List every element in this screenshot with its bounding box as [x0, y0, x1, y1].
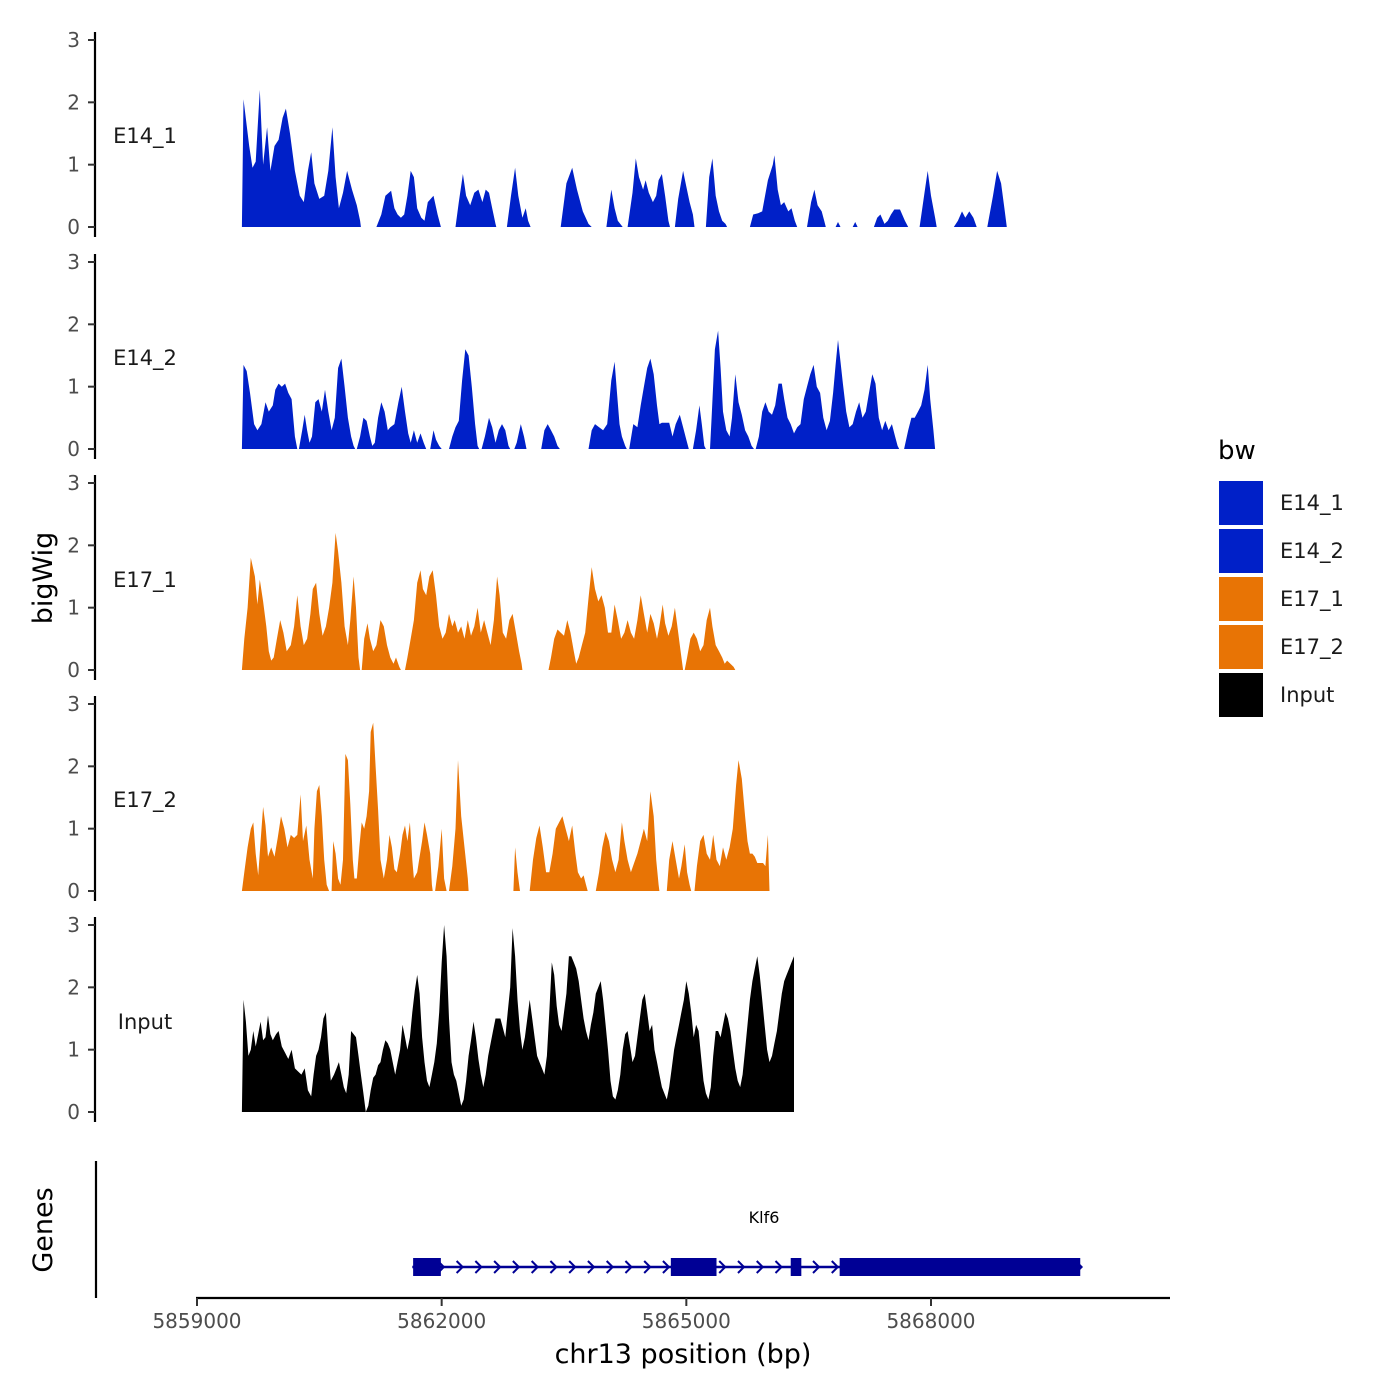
track-area-e14-2 — [241, 330, 936, 449]
track-label-e17-2: E17_2 — [113, 788, 177, 813]
genes-panel-title: Genes — [28, 1187, 59, 1272]
y-tick-label: 2 — [67, 312, 80, 336]
y-tick-label: 3 — [67, 692, 80, 716]
genes-panel: Genes Klf6 — [28, 1161, 1084, 1298]
x-tick-label: 5868000 — [886, 1309, 975, 1333]
gene-exon — [670, 1258, 717, 1276]
gene-exon — [790, 1258, 802, 1276]
y-tick-label: 3 — [67, 28, 80, 52]
legend-title: bw — [1218, 436, 1256, 466]
legend-item-e17-1: E17_1 — [1219, 577, 1344, 621]
track-e17-2-y-axis: 0 1 2 3 — [67, 692, 97, 903]
strand-arrow — [812, 1260, 821, 1274]
legend-label-e17-1: E17_1 — [1280, 587, 1344, 612]
legend: bw E14_1 E14_2 E17_1 E17_2 Input — [1218, 436, 1344, 717]
x-axis-ticks: 5859000 5862000 5865000 5868000 — [152, 1298, 976, 1333]
strand-arrow — [587, 1260, 596, 1274]
y-tick-label: 3 — [67, 913, 80, 937]
track-panel-e14-2: 0 1 2 3 E14_2 — [67, 250, 936, 461]
track-label-e14-1: E14_1 — [113, 124, 177, 149]
track-area-e14-1 — [241, 89, 1007, 228]
strand-arrow — [474, 1260, 483, 1274]
y-tick-label: 3 — [67, 471, 80, 495]
track-label-e17-1: E17_1 — [113, 568, 177, 593]
track-e17-1-y-axis: 0 1 2 3 — [67, 471, 97, 682]
strand-arrow — [774, 1260, 783, 1274]
gene-model — [412, 1258, 1084, 1276]
y-tick-label: 2 — [67, 754, 80, 778]
y-tick-label: 0 — [67, 437, 80, 461]
legend-item-e14-1: E14_1 — [1219, 481, 1344, 525]
strand-arrow — [493, 1260, 502, 1274]
legend-swatch-e17-2 — [1219, 625, 1263, 669]
x-tick-label: 5859000 — [152, 1309, 241, 1333]
strand-arrow — [831, 1260, 840, 1274]
y-tick-label: 3 — [67, 250, 80, 274]
strand-arrow — [737, 1260, 746, 1274]
legend-swatch-e14-1 — [1219, 481, 1263, 525]
strand-arrow — [568, 1260, 577, 1274]
strand-arrow — [662, 1260, 671, 1274]
track-area-e17-2 — [241, 722, 770, 891]
strand-arrow — [549, 1260, 558, 1274]
y-tick-label: 1 — [67, 375, 80, 399]
track-panel-e14-1: 0 1 2 3 E14_1 — [67, 28, 1007, 239]
gene-exon — [839, 1258, 1081, 1276]
legend-label-e17-2: E17_2 — [1280, 635, 1344, 660]
y-tick-label: 0 — [67, 658, 80, 682]
track-area-input — [241, 925, 794, 1112]
gene-exon — [413, 1258, 441, 1276]
strand-arrow — [756, 1260, 765, 1274]
legend-label-input: Input — [1280, 683, 1334, 707]
legend-item-e14-2: E14_2 — [1219, 529, 1344, 573]
gene-name-label: Klf6 — [749, 1208, 780, 1227]
y-axis-title: bigWig — [28, 532, 59, 625]
y-tick-label: 2 — [67, 975, 80, 999]
x-tick-label: 5865000 — [642, 1309, 731, 1333]
y-tick-label: 0 — [67, 1100, 80, 1124]
y-tick-label: 0 — [67, 879, 80, 903]
strand-arrow — [512, 1260, 521, 1274]
strand-arrow — [624, 1260, 633, 1274]
y-tick-label: 1 — [67, 1038, 80, 1062]
track-panel-e17-2: 0 1 2 3 E17_2 — [67, 692, 770, 903]
track-label-input: Input — [118, 1010, 172, 1034]
legend-swatch-e14-2 — [1219, 529, 1263, 573]
y-tick-label: 1 — [67, 817, 80, 841]
track-label-e14-2: E14_2 — [113, 346, 177, 371]
track-e14-1-y-axis: 0 1 2 3 — [67, 28, 97, 239]
track-e14-2-y-axis: 0 1 2 3 — [67, 250, 97, 461]
x-axis-title: chr13 position (bp) — [555, 1339, 812, 1370]
strand-arrow — [530, 1260, 540, 1274]
strand-arrow — [718, 1260, 727, 1274]
legend-swatch-e17-1 — [1219, 577, 1263, 621]
legend-swatch-input — [1219, 673, 1263, 717]
y-tick-label: 1 — [67, 153, 80, 177]
y-tick-label: 1 — [67, 596, 80, 620]
y-tick-label: 0 — [67, 215, 80, 239]
x-tick-label: 5862000 — [397, 1309, 486, 1333]
track-input-y-axis: 0 1 2 3 — [67, 913, 97, 1124]
track-panel-input: 0 1 2 3 Input — [67, 913, 794, 1124]
track-panel-e17-1: 0 1 2 3 E17_1 — [67, 471, 736, 682]
strand-arrow — [605, 1260, 615, 1274]
x-axis: 5859000 5862000 5865000 5868000 chr13 posit… — [152, 1296, 1170, 1370]
legend-label-e14-1: E14_1 — [1280, 491, 1344, 516]
y-tick-label: 2 — [67, 90, 80, 114]
legend-item-e17-2: E17_2 — [1219, 625, 1344, 669]
strand-arrow — [455, 1260, 465, 1274]
y-tick-label: 2 — [67, 533, 80, 557]
strand-arrow — [643, 1260, 652, 1274]
track-area-e17-1 — [241, 532, 736, 670]
legend-item-input: Input — [1219, 673, 1334, 717]
legend-label-e14-2: E14_2 — [1280, 539, 1344, 564]
